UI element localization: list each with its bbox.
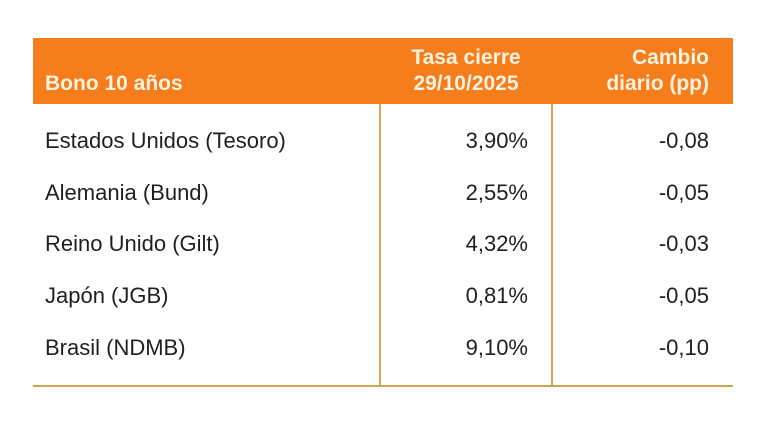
table-row: Reino Unido (Gilt) 4,32% -0,03 (33, 219, 733, 271)
bond-yields-table: Bono 10 años Tasa cierre 29/10/2025 Camb… (33, 38, 733, 387)
table-row: Estados Unidos (Tesoro) 3,90% -0,08 (33, 115, 733, 167)
table-header-row: Bono 10 años Tasa cierre 29/10/2025 Camb… (33, 38, 733, 104)
table-body: Estados Unidos (Tesoro) 3,90% -0,08 Alem… (33, 104, 733, 387)
bond-name-cell: Japón (JGB) (45, 283, 169, 309)
header-cell-closing-rate: Tasa cierre 29/10/2025 (411, 46, 521, 95)
bond-name-cell: Estados Unidos (Tesoro) (45, 127, 286, 153)
rate-cell: 2,55% (465, 179, 528, 205)
rate-cell: 0,81% (465, 283, 528, 309)
rate-cell: 4,32% (465, 231, 528, 257)
change-cell: -0,05 (658, 283, 709, 309)
bond-name-cell: Brasil (NDMB) (45, 335, 186, 361)
column-divider (379, 104, 381, 385)
table-row: Alemania (Bund) 2,55% -0,05 (33, 167, 733, 219)
change-cell: -0,03 (658, 231, 709, 257)
bond-name-cell: Alemania (Bund) (45, 179, 209, 205)
change-cell: -0,05 (658, 179, 709, 205)
column-divider (551, 104, 553, 385)
header-cell-daily-change: Cambio diario (pp) (606, 46, 709, 95)
header-cell-bond: Bono 10 años (45, 72, 183, 95)
change-cell: -0,08 (658, 127, 709, 153)
change-cell: -0,10 (658, 335, 709, 361)
rate-cell: 9,10% (465, 335, 528, 361)
table-row: Brasil (NDMB) 9,10% -0,10 (33, 322, 733, 374)
table-row: Japón (JGB) 0,81% -0,05 (33, 270, 733, 322)
bond-name-cell: Reino Unido (Gilt) (45, 231, 220, 257)
rate-cell: 3,90% (465, 127, 528, 153)
